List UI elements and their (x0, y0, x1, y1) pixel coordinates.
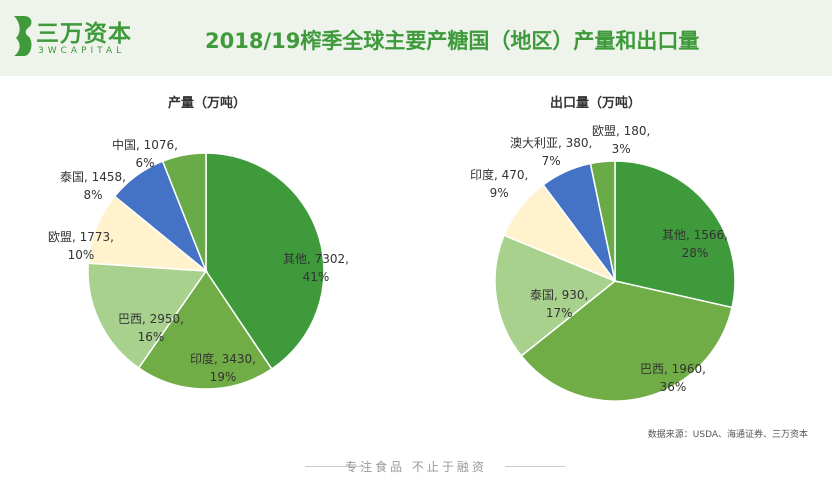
slice-label: 欧盟, 1773, 10% (48, 230, 114, 262)
pie-slice-欧盟 (87, 195, 209, 272)
pie-slice-印度 (137, 269, 273, 390)
page-title: 2018/19榨季全球主要产糖国（地区）产量和出口量 (205, 29, 700, 53)
pie-slice-其他 (205, 152, 325, 371)
logo-icon (14, 16, 32, 56)
logo-subtext: 3WCAPITAL (38, 46, 126, 56)
slice-label: 印度, 470, 9% (470, 168, 529, 200)
pie-slice-中国 (161, 152, 207, 272)
pie-export (494, 160, 736, 402)
pie-slice-泰国 (494, 234, 617, 357)
header: 三万资本 3WCAPITAL 2018/19榨季全球主要产糖国（地区）产量和出口… (0, 0, 832, 76)
slice-label: 泰国, 930, 17% (530, 288, 589, 320)
divider (305, 466, 365, 467)
slice-label: 欧盟, 180, 3% (592, 124, 651, 156)
slice-label: 巴西, 2950, 16% (118, 312, 184, 344)
pie-slice-巴西 (520, 280, 733, 402)
slice-label: 印度, 3430, 19% (190, 352, 256, 384)
pie-production (87, 152, 325, 390)
logo-text: 三万资本 (36, 21, 132, 47)
pie-slice-巴西 (87, 262, 208, 369)
slice-label: 澳大利亚, 380, 7% (510, 136, 593, 168)
source-note: 数据来源：USDA、海通证券、三万资本 (647, 430, 808, 440)
chart-title-production: 产量（万吨） (168, 96, 247, 111)
slice-label: 其他, 7302, 41% (283, 252, 349, 284)
pie-slice-其他 (614, 160, 736, 309)
divider (505, 466, 565, 467)
slice-label: 中国, 1076, 6% (112, 138, 178, 170)
footer-slogan: 专注食品 不止于融资 (345, 460, 487, 474)
slice-label: 泰国, 1458, 8% (60, 170, 126, 202)
chart-title-export: 出口量（万吨） (550, 96, 642, 111)
slice-label: 巴西, 1960, 36% (640, 362, 706, 394)
slice-label: 其他, 1566, 28% (662, 228, 728, 260)
pie-slice-欧盟 (589, 160, 616, 282)
